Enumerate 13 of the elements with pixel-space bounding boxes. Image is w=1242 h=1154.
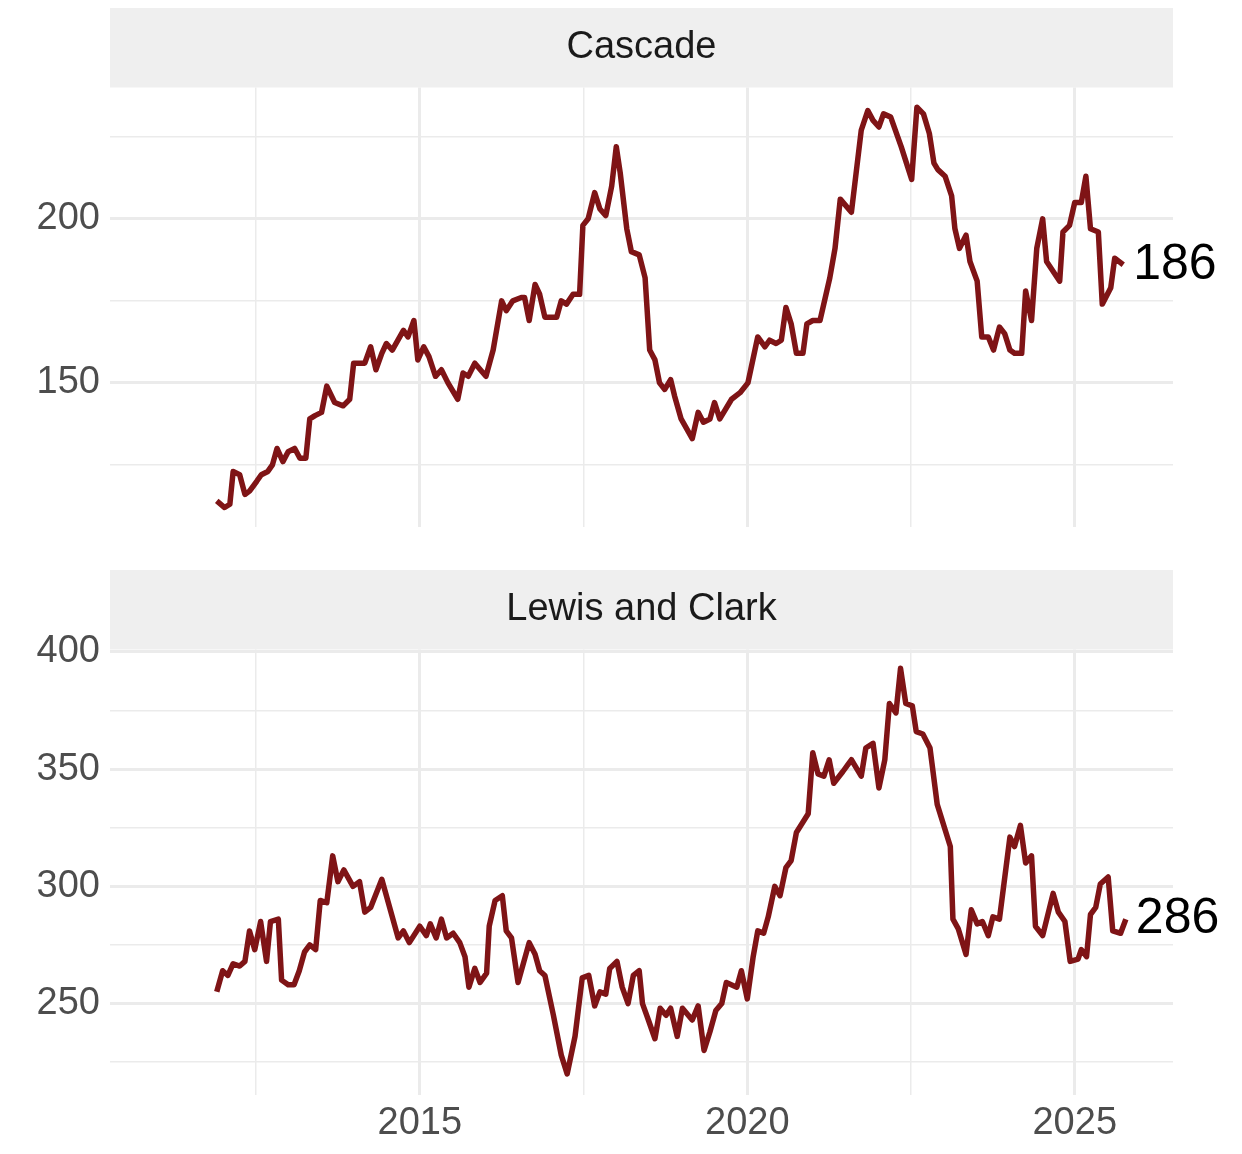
y-tick-label: 250	[36, 980, 100, 1023]
y-tick-label: 150	[36, 359, 100, 402]
y-tick-label: 400	[36, 628, 100, 671]
y-tick-label: 200	[36, 195, 100, 238]
x-tick-label: 2020	[705, 1100, 790, 1143]
y-tick-label: 300	[36, 862, 100, 905]
annotation: 286	[1135, 887, 1220, 944]
x-tick-label: 2025	[1032, 1100, 1118, 1143]
y-tick-label: 350	[36, 745, 100, 788]
annotation: 186	[1133, 233, 1217, 290]
chart-title: Cascade	[566, 24, 717, 67]
x-tick-label: 2015	[377, 1100, 463, 1143]
chart-title: Lewis and Clark	[506, 586, 778, 629]
